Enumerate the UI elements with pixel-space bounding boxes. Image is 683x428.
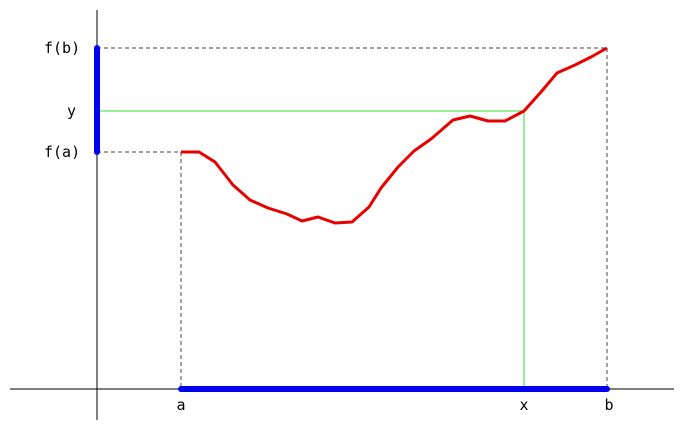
function-curve <box>181 46 608 225</box>
green-guides <box>97 110 525 389</box>
label-fa: f(a) <box>44 143 80 161</box>
label-x: x <box>519 396 528 414</box>
dashed-guides <box>97 47 608 389</box>
label-b: b <box>604 396 613 414</box>
label-a: a <box>176 396 185 414</box>
label-y: y <box>67 102 76 120</box>
label-fb: f(b) <box>44 39 80 57</box>
